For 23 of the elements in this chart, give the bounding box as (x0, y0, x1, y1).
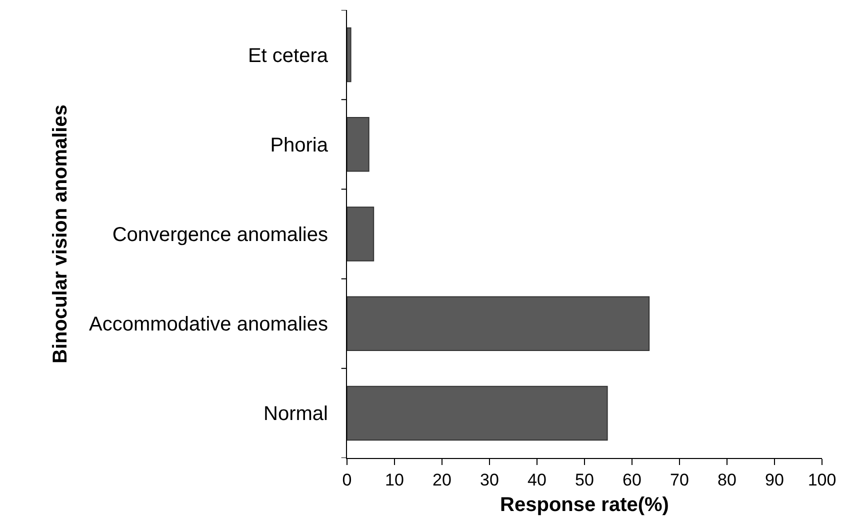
x-tick-label: 40 (528, 470, 546, 490)
x-tick-label: 100 (808, 470, 836, 490)
x-tick-label: 80 (718, 470, 736, 490)
y-axis-title: Binocular vision anomalies (50, 104, 72, 364)
x-tick-label: 0 (342, 470, 352, 490)
x-tick-label: 50 (575, 470, 594, 490)
x-tick-label: 70 (670, 470, 689, 490)
x-tick-label: 60 (622, 470, 642, 490)
bar (347, 206, 374, 262)
x-tick-label: 20 (432, 470, 452, 490)
y-tick-label: Phoria (270, 134, 329, 156)
x-axis-title: Response rate(%) (500, 494, 669, 516)
x-tick-label: 10 (385, 470, 404, 490)
x-tick-label: 90 (765, 470, 784, 490)
bar (347, 386, 608, 441)
y-tick-label: Accommodative anomalies (89, 314, 328, 336)
y-tick-label: Normal (264, 403, 328, 426)
y-tick-label: Convergence anomalies (112, 224, 328, 246)
bar (347, 296, 650, 351)
bar (347, 117, 370, 172)
bar (347, 27, 352, 82)
x-tick-label: 30 (480, 470, 499, 490)
y-tick-label: Et cetera (248, 44, 329, 67)
